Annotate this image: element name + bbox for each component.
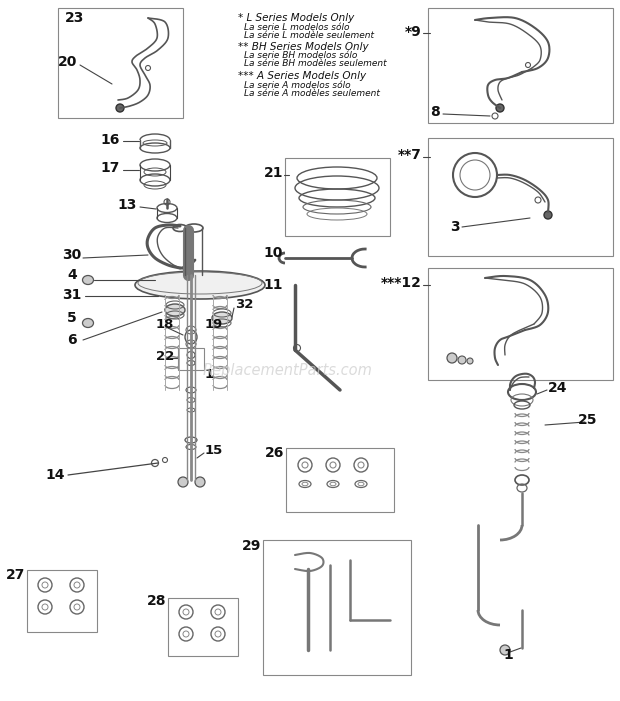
Text: * L Series Models Only: * L Series Models Only	[238, 13, 354, 23]
Text: 22: 22	[156, 350, 174, 364]
Text: 6: 6	[67, 333, 77, 347]
Circle shape	[178, 477, 188, 487]
Circle shape	[467, 358, 473, 364]
Text: 32: 32	[235, 299, 254, 311]
Circle shape	[116, 104, 124, 112]
Bar	[286, 448, 394, 512]
Bar	[428, 8, 613, 123]
Circle shape	[496, 104, 504, 112]
Text: 14: 14	[45, 468, 64, 482]
Ellipse shape	[165, 304, 185, 316]
Circle shape	[195, 477, 205, 487]
Circle shape	[500, 645, 510, 655]
Text: 1: 1	[503, 648, 513, 662]
Text: 4: 4	[67, 268, 77, 282]
Text: La serie BH modelos sólo: La serie BH modelos sólo	[244, 51, 357, 60]
Bar	[285, 158, 390, 236]
Ellipse shape	[135, 271, 265, 299]
Bar	[58, 8, 183, 118]
Text: 10: 10	[264, 246, 283, 260]
Text: La serie A modelos sólo: La serie A modelos sólo	[244, 81, 351, 90]
Bar	[263, 540, 411, 675]
Text: 1: 1	[205, 369, 214, 381]
Bar	[27, 570, 97, 632]
Text: 27: 27	[6, 568, 25, 582]
Ellipse shape	[82, 318, 94, 327]
Text: ReplacementParts.com: ReplacementParts.com	[203, 362, 373, 378]
Text: 5: 5	[67, 311, 77, 325]
Text: 13: 13	[117, 198, 136, 212]
Text: **7: **7	[398, 148, 422, 162]
Text: 30: 30	[63, 248, 82, 262]
Text: 17: 17	[100, 161, 120, 175]
Text: 28: 28	[146, 594, 166, 608]
Text: 3: 3	[450, 220, 460, 234]
Text: La serie L modelos sólo: La serie L modelos sólo	[244, 22, 350, 32]
Text: 16: 16	[100, 133, 120, 147]
Text: 21: 21	[264, 166, 283, 180]
Bar	[178, 348, 204, 370]
Text: 26: 26	[265, 446, 284, 460]
Text: 23: 23	[65, 11, 85, 25]
Text: ***12: ***12	[381, 276, 422, 290]
Text: 15: 15	[205, 444, 223, 456]
Text: La série L modèle seulement: La série L modèle seulement	[244, 31, 374, 39]
Text: 18: 18	[156, 318, 174, 332]
Text: 24: 24	[548, 381, 567, 395]
Text: 25: 25	[577, 413, 597, 427]
Circle shape	[544, 211, 552, 219]
Text: *9: *9	[405, 25, 422, 39]
Bar	[428, 268, 613, 380]
Text: *** A Series Models Only: *** A Series Models Only	[238, 71, 366, 81]
Text: La série BH modèles seulement: La série BH modèles seulement	[244, 60, 387, 69]
Text: 11: 11	[264, 278, 283, 292]
Ellipse shape	[212, 312, 232, 324]
Text: La série A modèles seulement: La série A modèles seulement	[244, 88, 380, 97]
Text: 31: 31	[63, 288, 82, 302]
Circle shape	[447, 353, 457, 363]
Bar	[428, 138, 613, 256]
Text: 29: 29	[242, 539, 261, 553]
Text: 19: 19	[205, 318, 223, 332]
Text: ** BH Series Models Only: ** BH Series Models Only	[238, 42, 369, 52]
Text: 8: 8	[430, 105, 440, 119]
Ellipse shape	[82, 275, 94, 285]
Bar	[168, 598, 238, 656]
Text: 20: 20	[58, 55, 78, 69]
Circle shape	[458, 356, 466, 364]
